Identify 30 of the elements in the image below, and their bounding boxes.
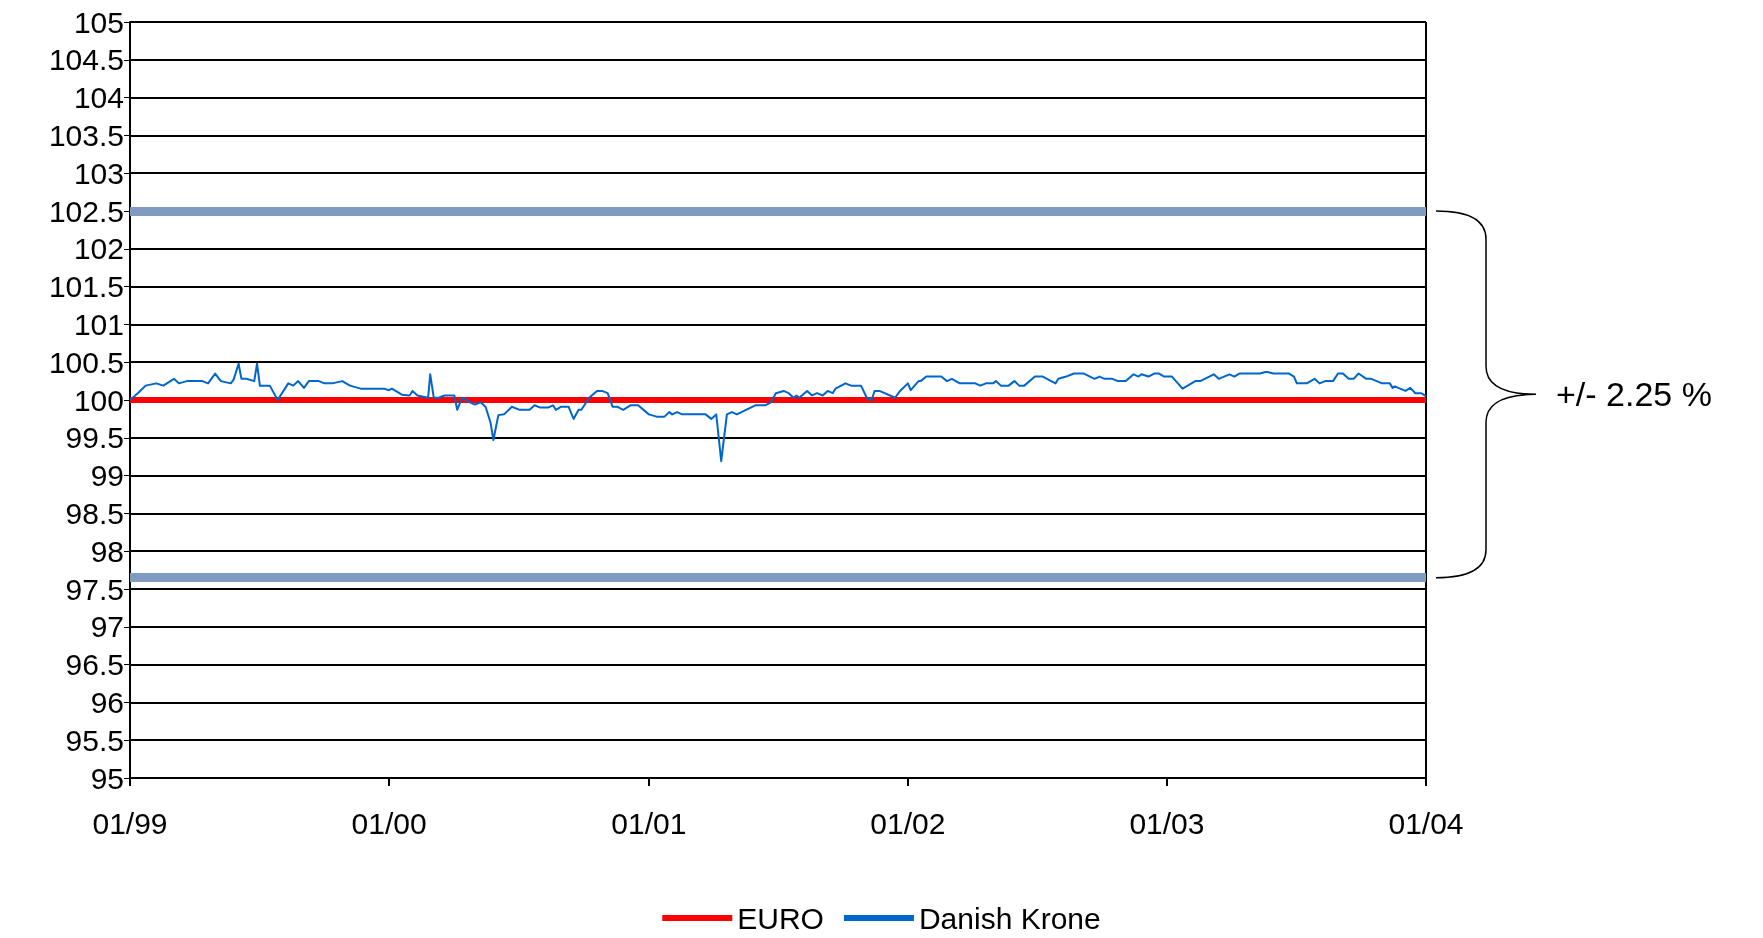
y-tick-label: 104.5 bbox=[48, 43, 124, 77]
x-tick-label: 01/00 bbox=[351, 806, 427, 840]
x-tick-label: 01/03 bbox=[1129, 806, 1205, 840]
y-tick-label: 103.5 bbox=[48, 118, 124, 152]
y-tick-label: 98 bbox=[90, 534, 124, 568]
y-tick-label: 101 bbox=[73, 307, 124, 341]
y-tick-label: 99 bbox=[90, 459, 124, 493]
y-tick-label: 102.5 bbox=[48, 194, 124, 228]
y-tick-label: 95.5 bbox=[65, 723, 124, 757]
legend-label: Danish Krone bbox=[918, 901, 1101, 935]
y-tick-label: 100 bbox=[73, 383, 124, 417]
text: +/- 2.25 % bbox=[1556, 375, 1712, 414]
y-tick-label: 97 bbox=[90, 610, 124, 644]
legend-label: EURO bbox=[737, 901, 824, 935]
y-tick-label: 97.5 bbox=[65, 572, 124, 606]
y-tick-label: 101.5 bbox=[48, 270, 124, 304]
y-tick-label: 95 bbox=[90, 761, 124, 795]
y-tick-label: 98.5 bbox=[65, 496, 124, 530]
y-tick-label: 99.5 bbox=[65, 421, 124, 455]
y-tick-label: 104 bbox=[73, 81, 124, 115]
y-tick-label: 96 bbox=[90, 685, 124, 719]
y-tick-label: 102 bbox=[73, 232, 124, 266]
x-tick-label: 01/99 bbox=[92, 806, 168, 840]
y-tick-label: 100.5 bbox=[48, 345, 124, 379]
x-tick-label: 01/01 bbox=[611, 806, 687, 840]
y-tick-label: 96.5 bbox=[65, 648, 124, 682]
y-tick-label: 103 bbox=[73, 156, 124, 190]
y-tick-label: 105 bbox=[73, 5, 124, 39]
x-tick-label: 01/02 bbox=[870, 806, 946, 840]
x-tick-label: 01/04 bbox=[1388, 806, 1464, 840]
